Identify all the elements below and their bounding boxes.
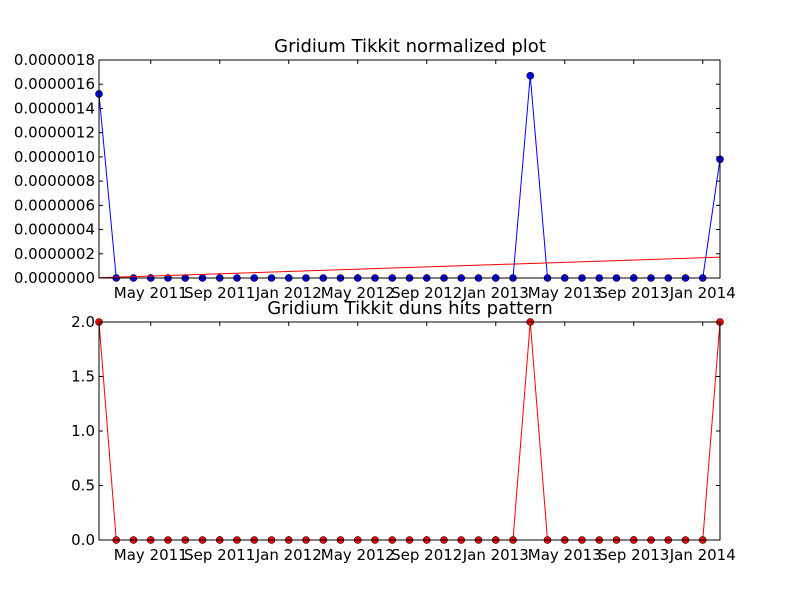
normalized-plot-x-tick-label: Sep 2012 [391,284,462,302]
duns-hits-x-tick-label: May 2011 [114,546,188,564]
normalized-plot-title: Gridium Tikkit normalized plot [274,36,546,57]
duns-hits-x-tick-label: May 2013 [528,546,602,564]
normalized-plot-y-tick-label: 0.0000006 [14,196,95,214]
normalized-plot-x-tick-label: Jan 2012 [255,284,322,302]
duns-hits-y-tick-label: 2.0 [71,313,95,331]
duns-hits-y-tick-label: 0.0 [71,531,95,549]
normalized-plot-y-tick-label: 0.0000008 [14,172,95,190]
normalized-plot-x-tick-label: May 2011 [114,284,188,302]
normalized-plot-x-tick-label: Sep 2011 [184,284,255,302]
duns-hits-x-tick-label: Sep 2012 [391,546,462,564]
normalized-plot-x-tick-label: May 2012 [321,284,395,302]
duns-hits-y-tick-label: 1.5 [71,368,95,386]
duns-hits-axes-frame [98,321,721,541]
normalized-plot-data-point [526,71,535,80]
normalized-plot-y-tick-label: 0.0000012 [14,124,95,142]
duns-hits-x-tick-label: Sep 2013 [598,546,669,564]
normalized-plot-x-tick-label: Jan 2014 [669,284,736,302]
normalized-plot-x-tick-label: Jan 2013 [462,284,529,302]
normalized-plot-trend-line [98,256,721,279]
duns-hits-panel: Gridium Tikkit duns hits pattern 0.0 0.5 1… [71,298,736,564]
duns-hits-y-tick-label: 1.0 [71,422,95,440]
normalized-plot-y-tick-label: 0.0000000 [14,269,95,287]
normalized-plot-x-tick-label: May 2013 [528,284,602,302]
duns-hits-title: Gridium Tikkit duns hits pattern [267,298,553,319]
normalized-plot-y-tick-label: 0.0000002 [14,245,95,263]
duns-hits-series-line [98,321,721,541]
normalized-plot-series-line [98,75,721,279]
duns-hits-x-tick-label: Jan 2014 [669,546,736,564]
normalized-plot-y-tick-label: 0.0000014 [14,99,95,117]
normalized-plot-y-tick-label: 0.0000018 [14,51,95,69]
duns-hits-x-tick-label: Sep 2011 [184,546,255,564]
normalized-plot-x-tick-label: Sep 2013 [598,284,669,302]
duns-hits-x-tick-label: Jan 2012 [255,546,322,564]
normalized-plot-y-tick-label: 0.0000004 [14,221,95,239]
duns-hits-x-tick-label: May 2012 [321,546,395,564]
normalized-plot-axes-frame [98,59,721,279]
normalized-plot-y-tick-label: 0.0000010 [14,148,95,166]
duns-hits-y-tick-label: 0.5 [71,477,95,495]
normalized-plot-panel: Gridium Tikkit normalized plot 0.0000000… [14,36,736,302]
normalized-plot-y-tick-label: 0.0000016 [14,75,95,93]
duns-hits-x-tick-label: Jan 2013 [462,546,529,564]
